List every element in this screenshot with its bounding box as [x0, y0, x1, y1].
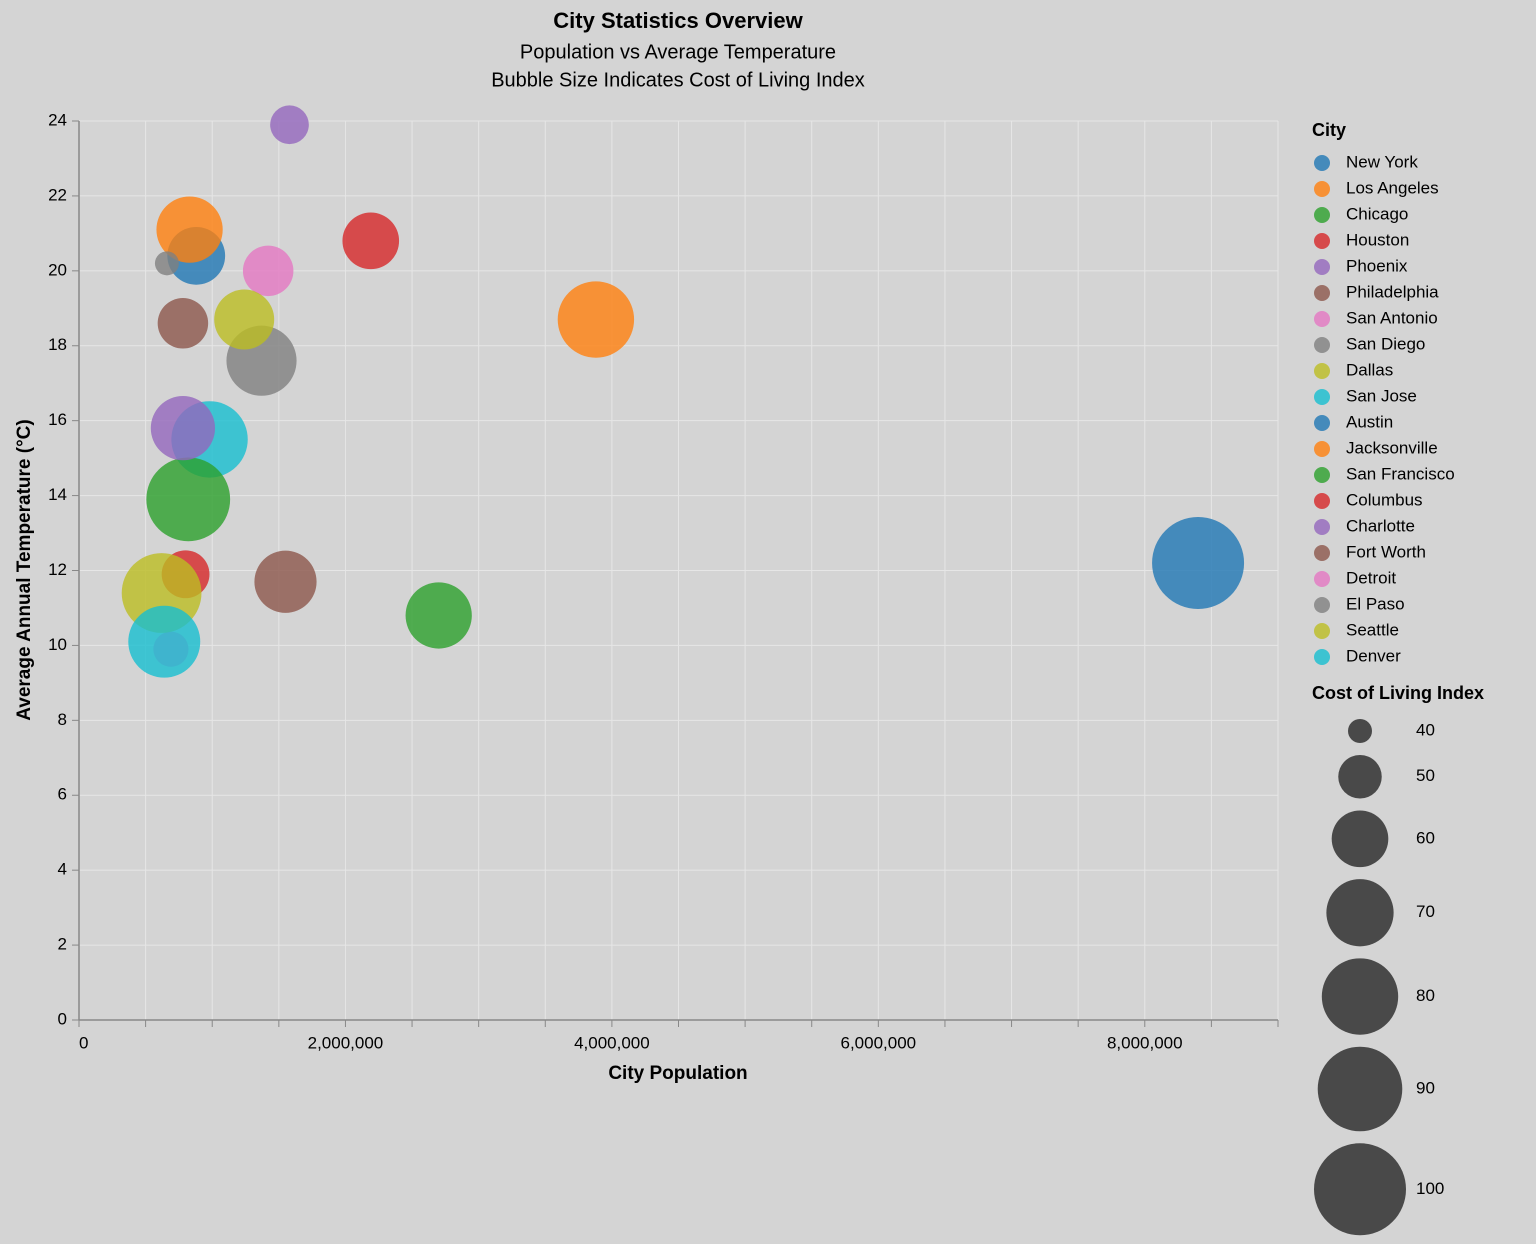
legend-symbol — [1314, 233, 1330, 249]
size-legend-label: 50 — [1416, 766, 1435, 785]
legend-symbol — [1314, 519, 1330, 535]
size-legend-symbol — [1348, 719, 1372, 743]
legend-label: San Diego — [1346, 334, 1425, 353]
size-legend-title: Cost of Living Index — [1312, 683, 1484, 703]
bubble — [242, 245, 294, 297]
bubble — [128, 605, 201, 678]
legend-symbol — [1314, 337, 1330, 353]
legend-label: San Francisco — [1346, 464, 1455, 483]
size-legend-symbol — [1326, 879, 1394, 947]
legend-symbol — [1314, 597, 1330, 613]
chart-subtitle: Bubble Size Indicates Cost of Living Ind… — [491, 69, 865, 91]
x-tick-label: 4,000,000 — [574, 1033, 650, 1052]
bubble — [1152, 517, 1245, 610]
legend-symbol — [1314, 467, 1330, 483]
size-legend-label: 90 — [1416, 1078, 1435, 1097]
bubble — [150, 396, 216, 461]
legend-symbol — [1314, 415, 1330, 431]
legend-label: Philadelphia — [1346, 282, 1439, 301]
legend-label: Charlotte — [1346, 516, 1415, 535]
x-tick-label: 8,000,000 — [1107, 1033, 1183, 1052]
legend-symbol — [1314, 389, 1330, 405]
legend-symbol — [1314, 363, 1330, 379]
bubble — [557, 281, 635, 358]
size-legend-label: 100 — [1416, 1179, 1444, 1198]
legend-symbol — [1314, 181, 1330, 197]
y-tick-label: 8 — [58, 710, 67, 729]
bubble — [156, 196, 223, 263]
legend-title: City — [1312, 120, 1346, 140]
legend-label: San Jose — [1346, 386, 1417, 405]
y-tick-label: 16 — [48, 410, 67, 429]
size-legend-symbol — [1338, 755, 1382, 799]
legend-label: El Paso — [1346, 594, 1405, 613]
legend-label: Los Angeles — [1346, 178, 1439, 197]
y-tick-label: 4 — [58, 860, 67, 879]
legend-label: Denver — [1346, 646, 1401, 665]
legend-symbol — [1314, 311, 1330, 327]
y-tick-label: 14 — [48, 485, 67, 504]
bubble — [405, 582, 472, 649]
legend-label: Fort Worth — [1346, 542, 1426, 561]
legend-label: Phoenix — [1346, 256, 1408, 275]
y-tick-label: 24 — [48, 110, 67, 129]
legend-symbol — [1314, 259, 1330, 275]
bubble — [214, 289, 275, 350]
legend-label: Houston — [1346, 230, 1409, 249]
size-legend-label: 70 — [1416, 902, 1435, 921]
legend-label: Columbus — [1346, 490, 1423, 509]
x-tick-label: 2,000,000 — [308, 1033, 384, 1052]
bubble — [146, 457, 231, 542]
bubble — [254, 550, 317, 613]
legend-symbol — [1314, 571, 1330, 587]
size-legend-label: 60 — [1416, 828, 1435, 847]
y-tick-label: 18 — [48, 335, 67, 354]
legend-label: Austin — [1346, 412, 1393, 431]
legend-label: Detroit — [1346, 568, 1396, 587]
x-tick-label: 6,000,000 — [841, 1033, 917, 1052]
legend-symbol — [1314, 649, 1330, 665]
bubble — [270, 105, 309, 145]
chart-subtitle: Population vs Average Temperature — [520, 41, 836, 63]
legend-symbol — [1314, 545, 1330, 561]
legend-label: Seattle — [1346, 620, 1399, 639]
legend-symbol — [1314, 493, 1330, 509]
bubble — [154, 251, 179, 276]
y-tick-label: 12 — [48, 560, 67, 579]
size-legend-symbol — [1331, 810, 1389, 868]
size-legend-symbol — [1317, 1046, 1403, 1132]
size-legend-symbol — [1321, 958, 1399, 1035]
x-tick-label: 0 — [79, 1033, 88, 1052]
bubble — [157, 298, 209, 349]
legend-label: Dallas — [1346, 360, 1393, 379]
legend-label: Jacksonville — [1346, 438, 1438, 457]
y-tick-label: 2 — [58, 935, 67, 954]
legend-symbol — [1314, 285, 1330, 301]
legend-symbol — [1314, 155, 1330, 171]
legend-label: New York — [1346, 152, 1418, 171]
legend-label: Chicago — [1346, 204, 1408, 223]
legend-label: San Antonio — [1346, 308, 1438, 327]
legend-symbol — [1314, 207, 1330, 223]
y-tick-label: 22 — [48, 185, 67, 204]
size-legend-label: 80 — [1416, 986, 1435, 1005]
legend-symbol — [1314, 441, 1330, 457]
x-axis-title: City Population — [608, 1063, 747, 1084]
bubble — [342, 212, 400, 270]
legend-symbol — [1314, 623, 1330, 639]
y-tick-label: 0 — [58, 1009, 67, 1028]
size-legend-symbol — [1314, 1143, 1406, 1236]
chart-title: City Statistics Overview — [553, 8, 803, 33]
size-legend-label: 40 — [1416, 720, 1435, 739]
y-tick-label: 20 — [48, 260, 67, 279]
y-tick-label: 10 — [48, 635, 67, 654]
y-tick-label: 6 — [58, 785, 67, 804]
y-axis-title: Average Annual Temperature (°C) — [14, 419, 35, 720]
